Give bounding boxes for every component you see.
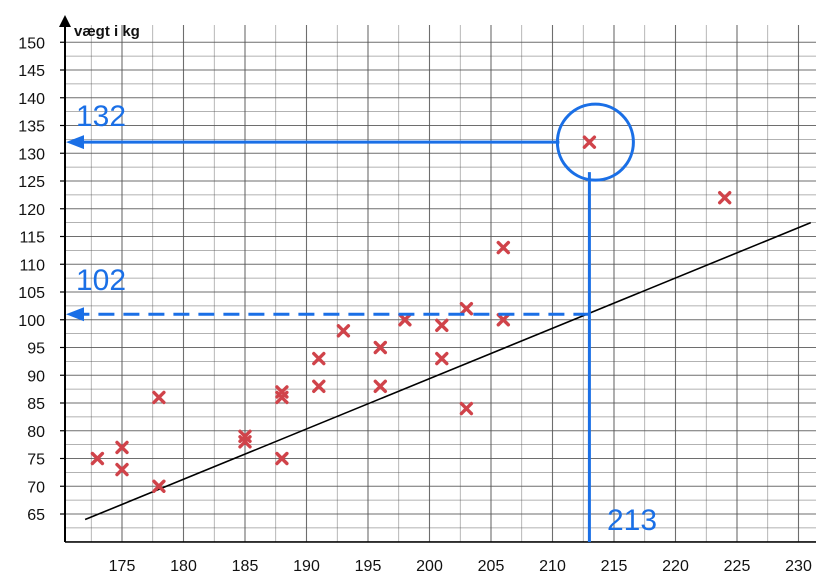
data-point: [496, 240, 510, 255]
data-point-stroke: [459, 301, 474, 316]
predicted-value-arrowhead: [66, 307, 84, 322]
trendline-group: [84, 221, 812, 521]
y-tick-label: 150: [18, 35, 45, 52]
highlight-circle: [555, 102, 635, 182]
actual-value-arrowhead: [66, 135, 84, 150]
data-point: [312, 351, 326, 366]
y-tick-label: 95: [27, 341, 45, 358]
data-point-stroke: [312, 351, 326, 366]
data-point: [582, 135, 597, 149]
data-point-stroke: [435, 351, 449, 366]
x-tick-label: 175: [109, 558, 136, 575]
data-point: [275, 451, 289, 466]
data-point-stroke: [238, 435, 252, 449]
x-tick-label: 220: [662, 558, 689, 575]
data-point-stroke: [90, 451, 105, 466]
axes: [59, 15, 816, 543]
y-tick-label: 80: [27, 424, 45, 441]
trendline: [84, 221, 812, 521]
data-point: [152, 479, 166, 493]
data-point-stroke: [115, 440, 129, 455]
y-tick-label: 90: [27, 368, 45, 385]
y-tick-label: 135: [18, 119, 45, 136]
data-point: [718, 190, 732, 205]
y-tick-label: 100: [18, 313, 45, 330]
data-point-stroke: [459, 401, 474, 416]
y-tick-label: 140: [18, 91, 45, 108]
x-tick-label: 185: [232, 558, 259, 575]
data-point-stroke: [152, 479, 166, 493]
data-point: [435, 351, 449, 366]
y-tick-label: 115: [19, 230, 45, 247]
y-axis-label: vægt i kg: [74, 23, 140, 40]
y-tick-label: 85: [27, 396, 45, 413]
y-axis-arrow: [59, 15, 71, 27]
data-point-stroke: [312, 379, 326, 394]
x-tick-label: 195: [355, 558, 382, 575]
data-point: [275, 390, 289, 405]
x-tick-label: 200: [416, 558, 443, 575]
data-point: [312, 379, 326, 394]
y-tick-label: 75: [27, 452, 45, 469]
annotations: 132 102 213: [66, 100, 657, 542]
y-tick-label: 120: [18, 202, 45, 219]
data-point-stroke: [373, 340, 387, 355]
data-point-stroke: [275, 390, 289, 405]
x-tick-label: 230: [785, 558, 812, 575]
data-point-stroke: [435, 318, 449, 332]
data-point-stroke: [115, 462, 129, 477]
x-tick-label: 225: [724, 558, 751, 575]
data-point: [90, 451, 105, 466]
data-point: [336, 324, 351, 338]
y-tick-label: 125: [18, 174, 45, 191]
grid: [65, 25, 816, 543]
actual-value-label: 132: [76, 100, 126, 133]
data-point-stroke: [582, 135, 597, 149]
y-tick-label: 130: [18, 146, 45, 163]
data-point: [373, 340, 387, 355]
data-point: [496, 313, 510, 327]
data-point: [115, 440, 129, 455]
x-tick-label: 210: [539, 558, 566, 575]
data-point-stroke: [718, 190, 732, 205]
x-value-label: 213: [607, 504, 657, 537]
data-point: [459, 401, 474, 416]
y-tick-label: 70: [27, 479, 45, 496]
predicted-value-label: 102: [76, 264, 126, 297]
data-point-stroke: [336, 324, 351, 338]
x-tick-label: 215: [601, 558, 628, 575]
y-tick-label: 65: [27, 507, 45, 524]
y-tick-label: 110: [19, 257, 45, 274]
x-tick-label: 180: [170, 558, 197, 575]
data-point-stroke: [373, 379, 387, 394]
data-point-stroke: [496, 240, 510, 255]
data-point: [459, 301, 474, 316]
data-point-stroke: [496, 313, 510, 327]
y-tick-label: 145: [18, 63, 45, 80]
data-point: [435, 318, 449, 332]
data-point: [398, 313, 412, 327]
data-point-stroke: [152, 390, 166, 405]
data-point-stroke: [275, 451, 289, 466]
y-tick-label: 105: [18, 285, 45, 302]
data-point-stroke: [398, 313, 412, 327]
x-tick-label: 190: [293, 558, 320, 575]
tick-labels: 175 180 185 190 195 200 205 210 215 220 225 230 65 70…: [18, 35, 812, 575]
data-point: [373, 379, 387, 394]
data-point: [152, 390, 166, 405]
data-point: [238, 435, 252, 449]
data-point: [115, 462, 129, 477]
data-points: [90, 135, 732, 493]
x-tick-label: 205: [478, 558, 505, 575]
